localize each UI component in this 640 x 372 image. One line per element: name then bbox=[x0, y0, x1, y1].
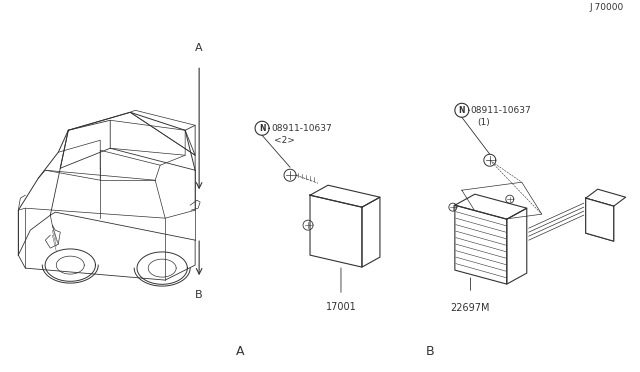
Text: <2>: <2> bbox=[274, 136, 295, 145]
Text: B: B bbox=[195, 290, 203, 300]
Text: B: B bbox=[426, 345, 435, 358]
Text: (1): (1) bbox=[477, 118, 490, 127]
Text: A: A bbox=[236, 345, 244, 358]
Text: 17001: 17001 bbox=[326, 302, 356, 312]
Text: J 70000: J 70000 bbox=[589, 3, 623, 12]
Text: 08911-10637: 08911-10637 bbox=[271, 124, 332, 133]
Polygon shape bbox=[455, 205, 507, 284]
Polygon shape bbox=[586, 198, 614, 241]
Text: N: N bbox=[459, 106, 465, 115]
Text: 08911-10637: 08911-10637 bbox=[471, 106, 532, 115]
Text: A: A bbox=[195, 44, 203, 53]
Text: N: N bbox=[259, 124, 266, 133]
Text: 22697M: 22697M bbox=[451, 303, 490, 313]
